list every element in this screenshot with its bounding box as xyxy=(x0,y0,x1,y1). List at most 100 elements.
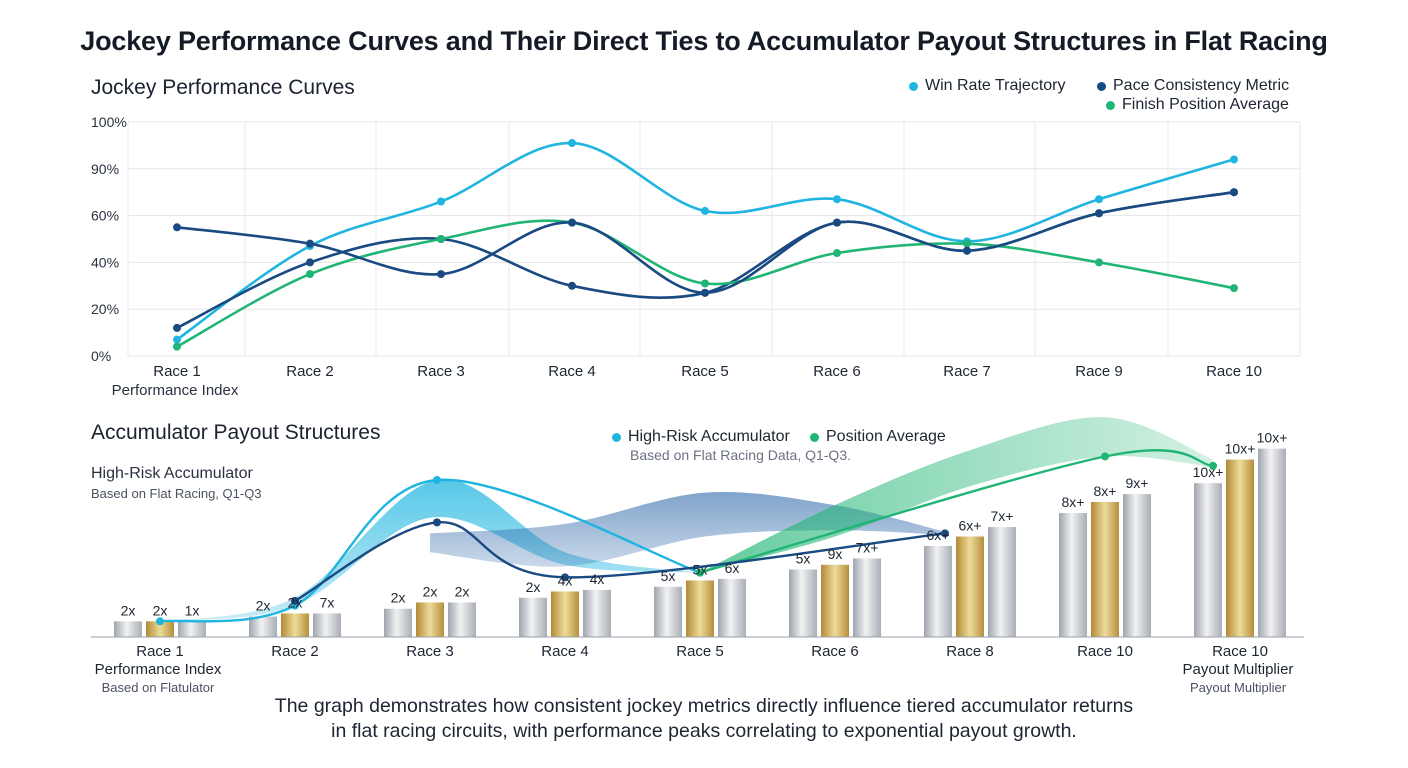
bar-label: 2x xyxy=(455,583,470,599)
legend-label: Position Average xyxy=(826,428,946,445)
data-point xyxy=(1095,258,1103,267)
legend-item-win-rate: Win Rate Trajectory xyxy=(909,77,1065,95)
payout-bar xyxy=(1059,512,1087,637)
bar-label: 2x xyxy=(423,583,438,599)
data-point xyxy=(833,218,841,227)
bar-label: 5x xyxy=(661,568,676,584)
data-point xyxy=(701,206,709,215)
payout-bar xyxy=(1091,501,1119,637)
legend-item-finish: Finish Position Average xyxy=(1106,96,1289,114)
bar-label: 9x+ xyxy=(1126,475,1149,491)
bar-label: 6x+ xyxy=(959,518,982,534)
top-x-sublabel: Performance Index xyxy=(112,382,239,399)
bar-label: 5x xyxy=(796,550,811,566)
data-point xyxy=(1209,461,1217,470)
bar-label: 4x xyxy=(558,572,573,588)
x-tick-label: Race 5 xyxy=(676,643,724,660)
data-point xyxy=(963,246,971,255)
caption-line-2: in flat racing circuits, with performanc… xyxy=(331,720,1077,742)
top-series-points xyxy=(173,139,1238,351)
bar-label: 8x+ xyxy=(1094,483,1117,499)
x-tick-label: Race 3 xyxy=(417,363,465,380)
bar-label: 2x xyxy=(121,602,136,618)
page-title: Jockey Performance Curves and Their Dire… xyxy=(80,26,1328,56)
bottom-x-sublabel-right-1: Payout Multiplier xyxy=(1183,661,1294,678)
bottom-legend-note: Based on Flat Racing Data, Q1-Q3. xyxy=(630,447,851,463)
x-tick-label: Race 1 xyxy=(153,363,201,380)
data-point xyxy=(437,197,445,206)
x-tick-label: Race 2 xyxy=(286,363,334,380)
bar-label: 1x xyxy=(185,602,200,618)
data-point xyxy=(701,288,709,297)
bottom-chart-subtitle: High-Risk Accumulator xyxy=(91,465,253,482)
bottom-chart-title: Accumulator Payout Structures xyxy=(91,421,381,444)
bottom-x-sublabel-left-1: Performance Index xyxy=(95,661,222,678)
bar-label: 8x+ xyxy=(1062,494,1085,510)
top-y-tick-labels: 0% 20% 40% 60% 90% 100% xyxy=(91,114,127,364)
bar-label: 9x xyxy=(828,546,843,562)
data-point xyxy=(568,218,576,227)
top-chart-title: Jockey Performance Curves xyxy=(91,76,355,99)
data-point xyxy=(173,335,181,344)
x-tick-label: Race 5 xyxy=(681,363,729,380)
legend-dot-cyan xyxy=(909,81,918,91)
data-point xyxy=(173,323,181,332)
bottom-bar-labels: 2x 2x 1x 2x 2x 7x 2x 2x 2x 2x 4x 4x 5x 5x 6x 5x 9x 7x+ 6x+… xyxy=(121,430,1288,619)
bar-label: 10x+ xyxy=(1225,441,1256,457)
x-tick-label: Race 3 xyxy=(406,643,454,660)
data-point xyxy=(833,195,841,204)
y-tick-label: 100% xyxy=(91,114,127,130)
x-tick-label: Race 6 xyxy=(813,363,861,380)
top-x-tick-labels: Race 1 Race 2 Race 3 Race 4 Race 5 Race 6 Race… xyxy=(153,363,1262,380)
payout-bar xyxy=(956,536,984,637)
x-tick-label: Race 1 xyxy=(136,643,184,660)
payout-bar xyxy=(789,569,817,637)
series-band xyxy=(160,479,700,622)
payout-bar xyxy=(924,545,952,637)
legend-label: Win Rate Trajectory xyxy=(925,77,1066,94)
data-point xyxy=(1095,209,1103,218)
x-tick-label: Race 10 xyxy=(1206,363,1262,380)
payout-bar xyxy=(821,564,849,637)
bar-label: 2x xyxy=(153,602,168,618)
bar-label: 7x xyxy=(320,594,335,610)
payout-bar xyxy=(281,613,309,637)
payout-bar xyxy=(519,597,547,637)
y-tick-label: 20% xyxy=(91,301,119,317)
caption-line-1: The graph demonstrates how consistent jo… xyxy=(274,695,1134,717)
payout-bar xyxy=(178,621,206,637)
x-tick-label: Race 8 xyxy=(946,643,994,660)
y-tick-label: 90% xyxy=(91,161,119,177)
data-point xyxy=(696,568,704,577)
bar-label: 2x xyxy=(288,594,303,610)
data-point xyxy=(568,139,576,148)
bar-label: 10x+ xyxy=(1257,430,1288,446)
payout-bar xyxy=(448,602,476,637)
bar-label: 7x+ xyxy=(856,540,879,556)
payout-bar xyxy=(718,578,746,637)
x-tick-label: Race 4 xyxy=(541,643,589,660)
legend-label: High-Risk Accumulator xyxy=(628,428,790,445)
legend-dot-navy xyxy=(1097,81,1106,91)
payout-bar xyxy=(988,527,1016,637)
payout-bar xyxy=(313,613,341,637)
bar-label: 6x xyxy=(725,560,740,576)
payout-bar xyxy=(551,591,579,637)
payout-bar xyxy=(654,586,682,637)
legend-label: Pace Consistency Metric xyxy=(1113,77,1290,94)
legend-dot-cyan xyxy=(612,432,621,442)
data-point xyxy=(1230,188,1238,197)
x-tick-label: Race 4 xyxy=(548,363,596,380)
data-point xyxy=(291,596,299,605)
payout-bar xyxy=(686,580,714,637)
data-point xyxy=(963,239,971,248)
payout-bar xyxy=(1123,494,1151,637)
payout-bar xyxy=(1258,448,1286,637)
bar-label: 4x xyxy=(590,571,605,587)
bottom-x-sublabel-left-2: Based on Flatulator xyxy=(102,680,215,695)
bar-label: 2x xyxy=(391,590,406,606)
data-point xyxy=(437,270,445,279)
bar-label: 6x+ xyxy=(927,527,950,543)
series-line xyxy=(158,478,702,623)
